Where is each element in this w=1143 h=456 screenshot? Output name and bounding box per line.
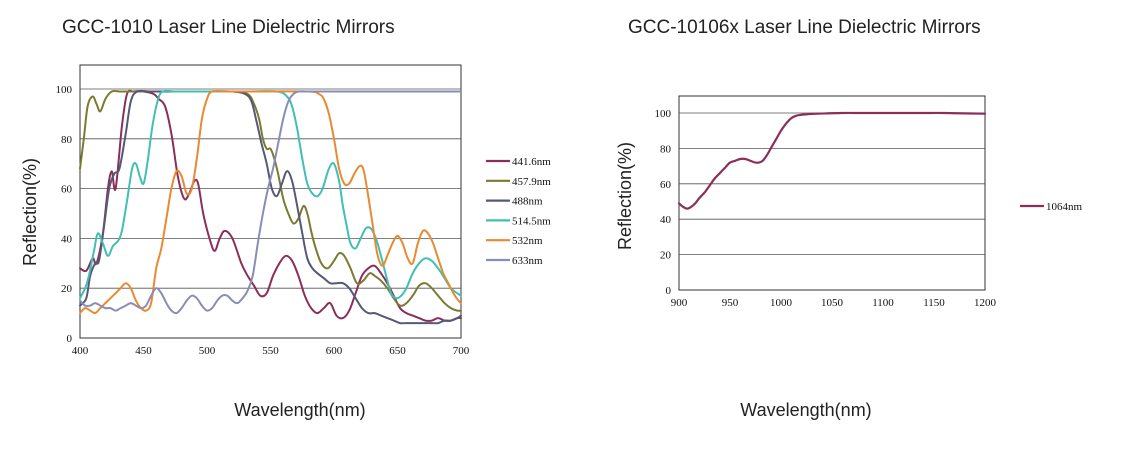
y-tick-label: 20 [61,283,73,295]
x-tick-label: 600 [326,345,343,357]
series-line [79,89,462,312]
x-tick-label: 900 [671,297,688,309]
legend-label: 532nm [512,235,543,247]
x-tick-label: 1050 [821,297,844,309]
y-tick-labels: 0 20 40 60 80 100 [655,108,672,297]
y-tick-label: 100 [655,108,672,120]
legend-label: 514.5nm [512,215,551,227]
plot-area [79,64,462,339]
legend-label: 488nm [512,196,543,208]
x-tick-label: 1150 [923,297,945,309]
x-tick-label: 950 [722,297,739,309]
legend: 441.6nm 457.9nm 488nm 514.5nm 532nm 633nm [486,156,551,267]
plot-area [678,95,986,291]
y-tick-label: 60 [61,184,73,196]
x-tick-label: 650 [389,345,406,357]
series-lines [79,89,462,325]
y-tick-label: 80 [660,143,672,155]
series-line [79,90,462,315]
chart-gcc-1010: GCC-1010 Laser Line Dielectric Mirrors 0… [20,17,551,420]
chart-title: GCC-10106x Laser Line Dielectric Mirrors [628,17,981,38]
x-tick-label: 1000 [770,297,793,309]
gridlines [80,88,461,289]
x-axis-title: Wavelength(nm) [740,400,871,420]
series-line [79,89,462,325]
series-line [677,111,987,210]
x-tick-labels: 400 450 500 550 600 650 700 [72,345,470,357]
x-tick-label: 1100 [872,297,894,309]
y-tick-labels: 0 20 40 60 80 100 [56,84,73,345]
x-tick-labels: 900 950 1000 1050 1100 1150 1200 [671,297,997,309]
x-tick-label: 450 [135,345,152,357]
x-tick-label: 1200 [974,297,997,309]
legend: 1064nm [1020,201,1083,213]
x-axis-title: Wavelength(nm) [234,400,365,420]
x-tick-label: 400 [72,345,89,357]
chart-title: GCC-1010 Laser Line Dielectric Mirrors [62,17,395,38]
series-line [79,89,462,300]
y-tick-label: 80 [61,134,73,146]
legend-label: 457.9nm [512,176,551,188]
y-axis-title: Reflection(%) [615,142,635,250]
y-tick-label: 100 [56,84,73,96]
x-tick-label: 550 [262,345,279,357]
x-tick-label: 700 [453,345,470,357]
chart-gcc-10106x: GCC-10106x Laser Line Dielectric Mirrors… [615,17,1083,420]
y-tick-label: 40 [61,233,73,245]
y-tick-label: 20 [660,250,672,262]
legend-label: 633nm [512,255,543,267]
y-tick-label: 60 [660,179,672,191]
series-lines [677,111,987,210]
y-tick-label: 0 [67,333,73,345]
legend-label: 1064nm [1046,201,1083,213]
legend-label: 441.6nm [512,156,551,168]
y-tick-label: 40 [660,214,672,226]
y-tick-label: 0 [666,285,672,297]
y-axis-title: Reflection(%) [20,158,40,266]
x-tick-label: 500 [199,345,216,357]
